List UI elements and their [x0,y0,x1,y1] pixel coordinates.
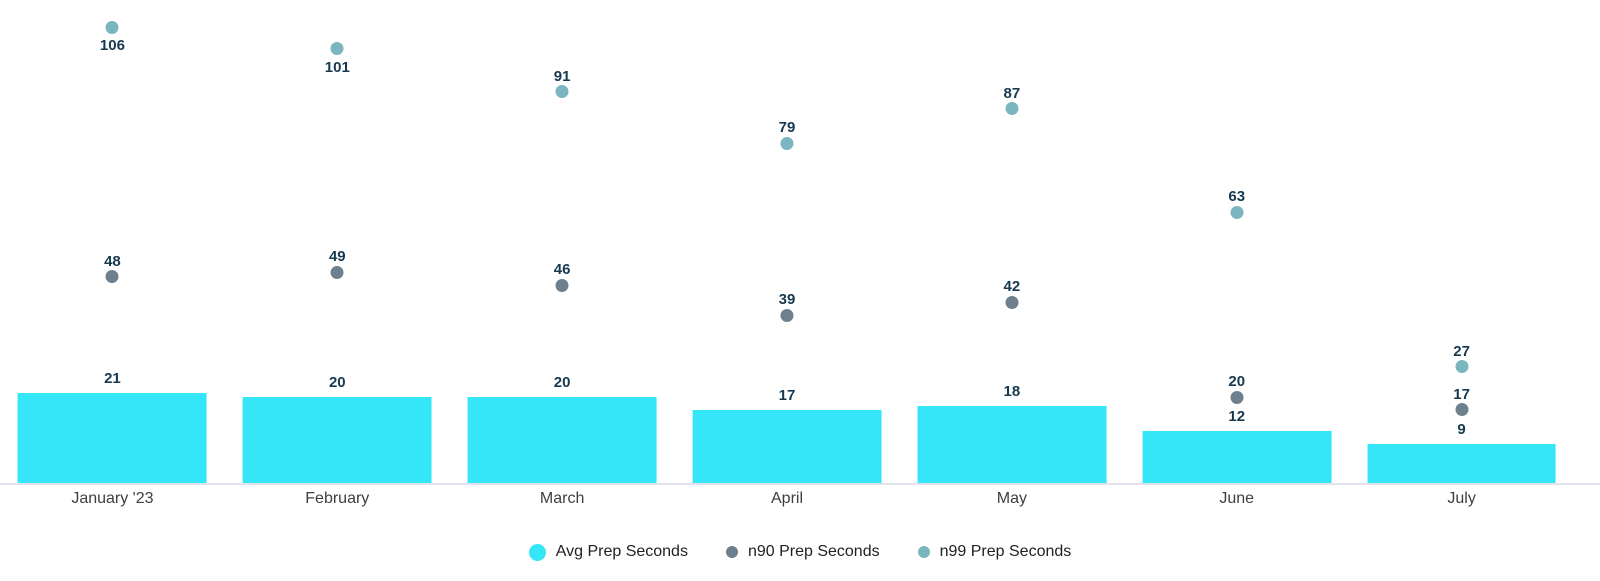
legend-item-n99-prep-seconds[interactable]: n99 Prep Seconds [917,543,1072,561]
n90-label: 48 [104,252,121,270]
n99-label: 91 [553,67,571,85]
n99-dot[interactable] [1455,360,1469,374]
n99-dot[interactable] [780,136,794,150]
avg-bar[interactable] [17,392,207,483]
legend-label: n99 Prep Seconds [939,543,1072,560]
n99-label: 106 [99,37,125,55]
avg-bar[interactable] [917,405,1107,483]
n90-dot[interactable] [330,265,344,279]
n90-label: 39 [778,291,796,309]
n99-dot[interactable] [1230,205,1244,219]
legend-marker-circle-large-icon [528,543,546,561]
band-may: 18 42 87 [899,0,1124,483]
avg-bar-label: 21 [104,369,121,387]
legend-marker-circle-icon [725,546,738,558]
x-axis-label-april: April [771,490,804,507]
band-july: 9 17 27 [1349,0,1574,483]
x-axis-label-february: February [305,490,370,507]
n90-label: 42 [1003,278,1021,296]
band-january-23: 21 48 106 [0,0,225,483]
n99-label: 101 [324,58,350,76]
n90-label: 46 [553,261,571,279]
avg-bar[interactable] [467,397,657,483]
avg-bar[interactable] [1142,431,1332,483]
n90-dot[interactable] [780,308,794,322]
n99-label: 79 [778,119,796,137]
n90-dot[interactable] [555,278,569,292]
n99-dot[interactable] [555,85,569,99]
legend: Avg Prep Seconds n90 Prep Seconds n99 Prep… [0,543,1600,561]
x-axis-baseline [0,483,1600,485]
legend-label: n90 Prep Seconds [747,543,880,560]
n90-dot[interactable] [105,270,119,284]
avg-bar-label: 20 [328,374,346,391]
band-march: 20 46 91 [450,0,675,483]
avg-bar[interactable] [242,397,432,483]
n99-dot[interactable] [330,42,344,56]
legend-item-avg-prep-seconds[interactable]: Avg Prep Seconds [528,543,688,561]
n99-label: 63 [1228,188,1246,206]
n99-dot[interactable] [105,20,119,34]
x-axis-label-january-23: January '23 [71,490,154,507]
n90-dot[interactable] [1005,295,1019,309]
x-axis-label-may: May [996,490,1027,507]
x-axis-label-march: March [539,490,585,507]
n90-dot[interactable] [1455,403,1469,417]
n99-label: 87 [1003,84,1021,102]
n90-label: 17 [1453,385,1470,403]
x-axis-label-july: July [1447,490,1476,507]
avg-bar-label: 20 [553,374,571,391]
avg-bar-label: 12 [1228,408,1246,426]
band-june: 12 20 63 [1124,0,1349,483]
avg-bar-label: 17 [778,386,796,404]
plot-area: 21 48 106 20 49 101 20 46 91 17 39 79 18 42 87 12 20 63 9 1… [0,0,1574,483]
legend-label: Avg Prep Seconds [555,543,688,560]
x-axis-label-june: June [1219,490,1255,507]
n99-dot[interactable] [1005,102,1019,116]
n99-label: 27 [1453,342,1470,360]
band-february: 20 49 101 [225,0,450,483]
band-april: 17 39 79 [675,0,900,483]
avg-bar[interactable] [1367,444,1557,483]
x-axis: January '23 February March April May June July [0,490,1574,508]
avg-bar[interactable] [692,409,882,483]
avg-bar-label: 18 [1003,382,1021,400]
avg-bar-label: 9 [1457,421,1466,439]
legend-item-n90-prep-seconds[interactable]: n90 Prep Seconds [725,543,880,561]
n90-dot[interactable] [1230,390,1244,404]
n90-label: 20 [1228,373,1246,390]
n90-label: 49 [328,248,346,266]
legend-marker-circle-icon [917,546,930,558]
